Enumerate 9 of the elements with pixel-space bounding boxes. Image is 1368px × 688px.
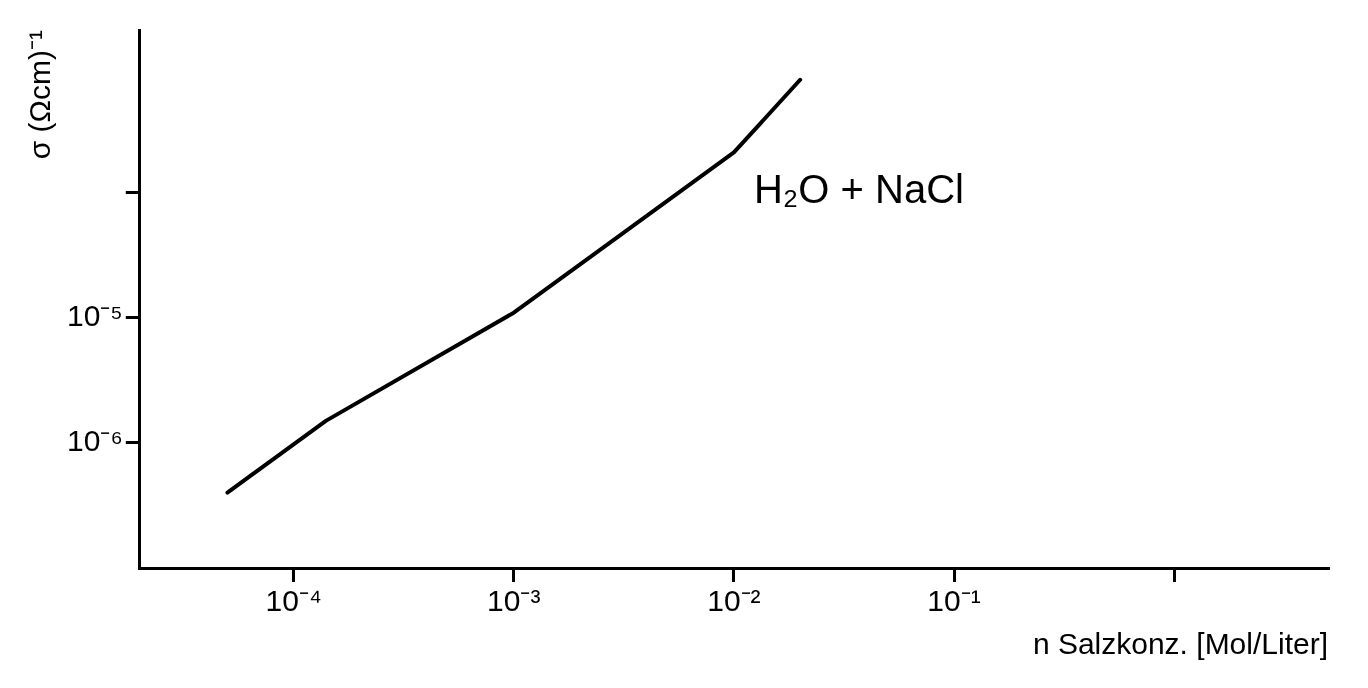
x-axis-title: n Salzkonz. [Mol/Liter] <box>1032 627 1328 661</box>
x-tick-label: 10⁻⁴ <box>265 584 322 618</box>
series-label: H₂O + NaCl <box>753 167 964 212</box>
x-tick-label: 10⁻² <box>707 584 761 618</box>
x-tick-label: 10⁻³ <box>487 584 541 618</box>
y-tick-label: 10⁻⁵ <box>66 299 123 333</box>
y-tick-label: 10⁻⁶ <box>67 424 123 458</box>
y-axis-title: σ (Ωcm)⁻¹ <box>23 30 57 160</box>
x-tick-label: 10⁻¹ <box>927 584 981 618</box>
